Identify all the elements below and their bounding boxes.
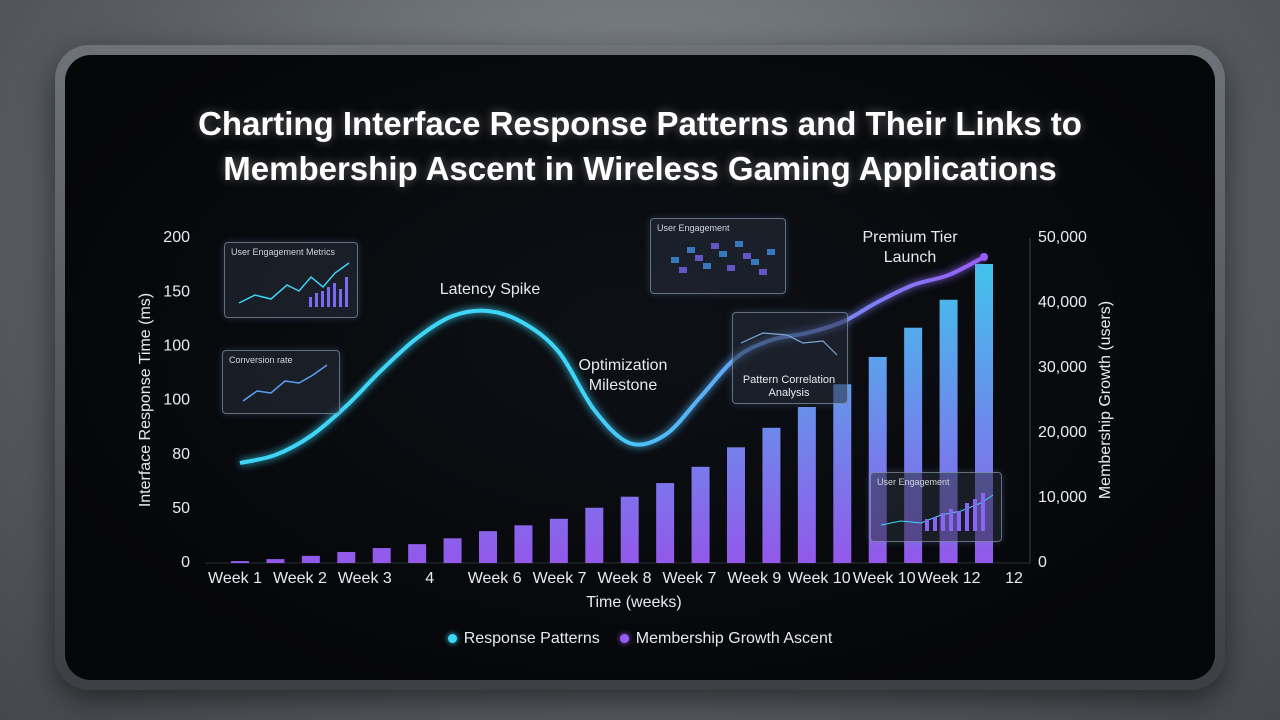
x-tick-label: 12 (1005, 570, 1023, 587)
x-tick-label: Week 10 (853, 570, 916, 587)
bar (231, 561, 249, 563)
y2-tick-label: 20,000 (1038, 424, 1087, 441)
bar (514, 525, 533, 563)
x-tick-label: Week 9 (727, 570, 781, 587)
y-tick-label: 0 (181, 554, 190, 571)
bar (762, 427, 781, 563)
x-tick-label: Week 2 (273, 570, 327, 587)
bar (656, 483, 675, 563)
x-axis-label: Time (weeks) (586, 594, 681, 611)
x-tick-label: Week 6 (468, 570, 522, 587)
y2-tick-label: 40,000 (1038, 294, 1087, 311)
legend-swatch (447, 634, 457, 644)
bar (301, 555, 320, 563)
y-tick-label: 100 (163, 338, 190, 355)
x-tick-label: Week 1 (208, 570, 262, 587)
bar (833, 384, 852, 563)
bar (479, 531, 497, 563)
x-tick-label: Week 7 (662, 570, 716, 587)
legend: Response Patterns Membership Growth Ascen… (0, 630, 1280, 648)
x-tick-label: Week 10 (788, 570, 851, 587)
legend-item: Membership Growth Ascent (619, 630, 833, 647)
inset-heatmap (671, 241, 775, 275)
chart-title: Charting Interface Response Patterns and… (198, 105, 1082, 187)
bar (727, 447, 745, 563)
line (239, 255, 985, 466)
legend-swatch (619, 634, 629, 644)
bar (585, 507, 604, 563)
annotation: Latency Spike (439, 281, 541, 298)
y-tick-label: 200 (163, 229, 190, 246)
bar (372, 548, 391, 563)
inset-title: User Engagement (877, 477, 950, 487)
x-tick-label: Week 7 (533, 570, 587, 587)
inset-panel: Conversion rate (222, 350, 340, 414)
y2-tick-label: 50,000 (1038, 229, 1087, 246)
bar (549, 518, 568, 563)
inset-chart (740, 332, 838, 356)
inset-title: Conversion rate (229, 355, 293, 365)
annotation: Pattern Correlation Analysis (742, 374, 836, 399)
bar (797, 407, 816, 563)
inset-title: User Engagement Metrics (231, 247, 336, 257)
inset-panel: User Engagement (870, 472, 1002, 542)
inset-panel: User Engagement Metrics (224, 242, 358, 318)
inset-panel: User Engagement (650, 218, 786, 294)
x-tick-label: Week 12 (918, 570, 981, 587)
inset-chart (238, 262, 350, 307)
legend-label: Response Patterns (463, 630, 600, 647)
inset-panel (732, 312, 848, 404)
y-tick-label: 150 (163, 283, 190, 300)
bar (266, 559, 285, 563)
y-axis-label: Interface Response Time (ms) (137, 293, 154, 507)
bar (691, 466, 710, 563)
y2-axis-label: Membership Growth (users) (1097, 301, 1114, 499)
y-tick-label: 50 (172, 500, 190, 517)
annotation: Optimization Milestone (578, 357, 668, 394)
annotation: Premium Tier Launch (862, 229, 958, 266)
inset-title: User Engagement (657, 223, 730, 233)
x-tick-label: Week 8 (598, 570, 652, 587)
y-tick-label: 100 (163, 392, 190, 409)
bar (337, 551, 356, 563)
y2-tick-label: 0 (1038, 554, 1047, 571)
y2-tick-label: 30,000 (1038, 359, 1087, 376)
inset-chart (880, 493, 994, 531)
bar (443, 538, 462, 563)
legend-item: Response Patterns (447, 630, 600, 647)
x-tick-label: Week 3 (338, 570, 392, 587)
y-tick-label: 80 (172, 446, 190, 463)
inset-chart (242, 364, 328, 402)
y2-tick-label: 10,000 (1038, 489, 1087, 506)
line-end-dot (980, 253, 988, 262)
x-tick-label: 4 (425, 570, 434, 587)
legend-label: Membership Growth Ascent (635, 630, 833, 647)
bar (408, 544, 427, 563)
bar (620, 496, 639, 563)
